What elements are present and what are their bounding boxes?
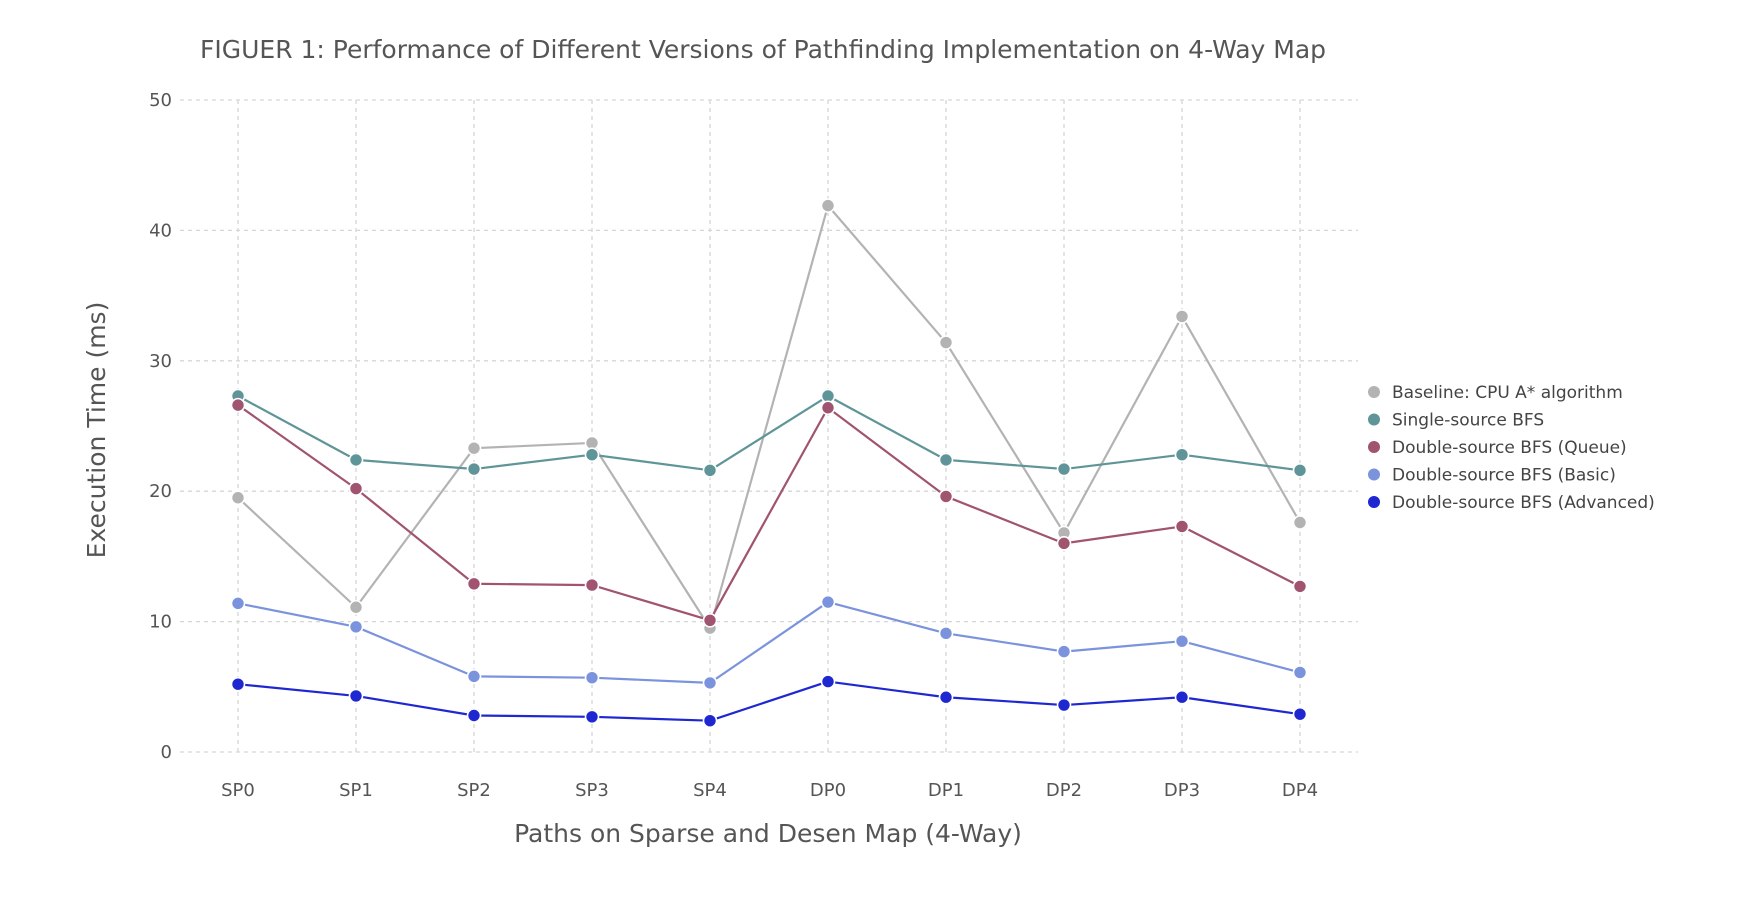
series-group [230, 594, 1308, 691]
x-tick-label: SP1 [339, 780, 373, 801]
data-point[interactable] [348, 599, 364, 615]
data-point[interactable] [702, 713, 718, 729]
series-line [237, 394, 1301, 472]
data-point[interactable] [466, 669, 482, 684]
legend-marker [1368, 413, 1380, 426]
legend-marker [1368, 468, 1380, 481]
data-point[interactable] [1292, 515, 1308, 530]
data-point[interactable] [702, 463, 718, 478]
data-point[interactable] [1174, 309, 1190, 324]
data-point[interactable] [938, 626, 954, 641]
data-point[interactable] [1292, 706, 1308, 722]
data-point[interactable] [1056, 697, 1072, 713]
series-group [230, 674, 1308, 729]
x-tick-label: SP0 [221, 780, 255, 801]
legend-marker [1368, 386, 1380, 398]
data-point[interactable] [1292, 665, 1308, 680]
legend-marker [1368, 496, 1380, 508]
legend-label: Baseline: CPU A* algorithm [1392, 383, 1623, 403]
y-axis-title: Execution Time (ms) [82, 302, 111, 559]
legend-label: Single-source BFS [1392, 411, 1544, 431]
x-tick-label: DP3 [1164, 780, 1200, 801]
x-axis-ticks: SP0 SP1 SP2 SP3 SP4 DP0 DP1 DP2 DP3 DP4 [221, 780, 1318, 801]
data-point[interactable] [1174, 519, 1190, 534]
series-line [237, 680, 1301, 722]
data-point[interactable] [348, 619, 364, 635]
x-tick-label: SP3 [575, 780, 609, 801]
legend[interactable]: Baseline: CPU A* algorithm Single-source … [1368, 383, 1655, 513]
series-group [230, 397, 1308, 628]
data-point[interactable] [1174, 689, 1190, 705]
data-point[interactable] [938, 689, 954, 705]
y-tick-label: 0 [161, 742, 172, 763]
legend-label: Double-source BFS (Advanced) [1392, 493, 1655, 513]
series-group [230, 388, 1308, 478]
y-tick-label: 40 [149, 220, 172, 241]
data-point[interactable] [820, 400, 836, 416]
data-point[interactable] [938, 489, 954, 504]
legend-item[interactable]: Double-source BFS (Queue) [1368, 438, 1627, 458]
data-point[interactable] [584, 577, 600, 593]
data-point[interactable] [1174, 633, 1190, 649]
y-tick-label: 30 [149, 351, 172, 372]
y-tick-label: 20 [149, 481, 172, 502]
series [230, 198, 1308, 729]
legend-item[interactable]: Double-source BFS (Basic) [1368, 466, 1616, 486]
data-point[interactable] [1292, 463, 1308, 478]
x-tick-label: DP1 [928, 780, 964, 801]
series-line [237, 600, 1301, 684]
data-point[interactable] [466, 576, 482, 592]
data-point[interactable] [584, 670, 600, 685]
y-tick-label: 10 [149, 612, 172, 633]
y-tick-label: 50 [149, 90, 172, 111]
legend-label: Double-source BFS (Queue) [1392, 438, 1627, 458]
x-tick-label: DP4 [1282, 780, 1318, 801]
series-group [230, 198, 1308, 636]
data-point[interactable] [702, 675, 718, 691]
data-point[interactable] [820, 674, 836, 689]
data-point[interactable] [1056, 461, 1072, 477]
series-line [237, 204, 1301, 630]
data-point[interactable] [584, 447, 600, 462]
data-point[interactable] [584, 709, 600, 725]
data-point[interactable] [348, 688, 364, 704]
legend-item[interactable]: Single-source BFS [1368, 411, 1544, 431]
data-point[interactable] [230, 397, 246, 413]
y-axis-ticks: 0 10 20 30 40 50 [149, 90, 172, 763]
x-axis-title: Paths on Sparse and Desen Map (4-Way) [514, 819, 1022, 848]
x-tick-label: SP2 [457, 780, 491, 801]
data-point[interactable] [230, 596, 246, 611]
data-point[interactable] [1174, 447, 1190, 462]
data-point[interactable] [702, 612, 718, 628]
legend-label: Double-source BFS (Basic) [1392, 466, 1616, 486]
x-tick-label: DP0 [810, 780, 846, 801]
data-point[interactable] [820, 594, 836, 610]
legend-marker [1368, 441, 1380, 453]
legend-item[interactable]: Double-source BFS (Advanced) [1368, 493, 1655, 513]
data-point[interactable] [348, 452, 364, 468]
data-point[interactable] [230, 676, 246, 692]
data-point[interactable] [230, 490, 246, 506]
data-point[interactable] [820, 198, 836, 213]
legend-item[interactable]: Baseline: CPU A* algorithm [1368, 383, 1623, 403]
data-point[interactable] [1056, 536, 1072, 551]
grid [180, 99, 1358, 753]
data-point[interactable] [1056, 644, 1072, 659]
chart-title: FIGUER 1: Performance of Different Versi… [200, 35, 1326, 64]
data-point[interactable] [1292, 579, 1308, 594]
data-point[interactable] [938, 452, 954, 468]
data-point[interactable] [938, 335, 954, 350]
data-point[interactable] [466, 708, 482, 723]
data-point[interactable] [466, 440, 482, 456]
series-line [237, 404, 1301, 622]
data-point[interactable] [466, 461, 482, 477]
data-point[interactable] [348, 481, 364, 496]
x-tick-label: DP2 [1046, 780, 1082, 801]
x-tick-label: SP4 [693, 780, 727, 801]
